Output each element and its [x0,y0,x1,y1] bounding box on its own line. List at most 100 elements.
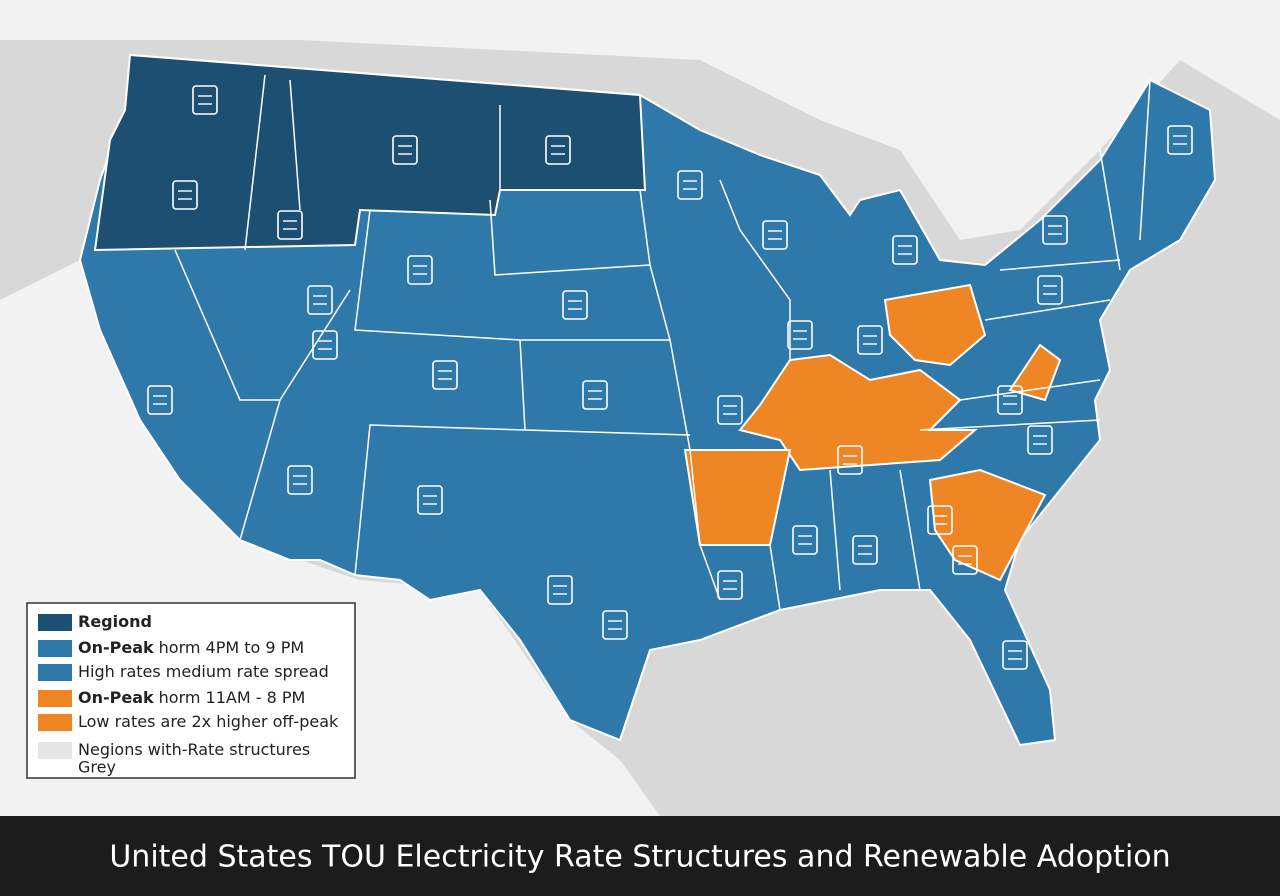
icon [1002,640,1028,670]
legend-swatch [38,614,72,631]
icon-frame [545,135,571,165]
icon [1167,125,1193,155]
icon [147,385,173,415]
legend-label: Low rates are 2x higher off-peak [78,712,339,731]
icon-frame [857,325,883,355]
legend-label-bold: On-Peak [78,638,154,657]
icon-frame [677,170,703,200]
icon [172,180,198,210]
icon-frame [547,575,573,605]
legend-label-text: Low rates are 2x higher off-peak [78,712,339,731]
icon-frame [192,85,218,115]
icon-frame [1002,640,1028,670]
legend-label-bold: On-Peak [78,688,154,707]
icon-frame [602,610,628,640]
legend-label-text: Negions with-Rate structures [78,740,310,759]
icon [407,255,433,285]
icon-frame [562,290,588,320]
icon [787,320,813,350]
icon [857,325,883,355]
icons [147,85,1193,670]
icon-frame [312,330,338,360]
legend-swatch [38,714,72,731]
icon [1042,215,1068,245]
icon [602,610,628,640]
icon [562,290,588,320]
icon-frame [852,535,878,565]
icon [432,360,458,390]
icon [582,380,608,410]
icon-frame [1167,125,1193,155]
icon-frame [172,180,198,210]
icon [717,395,743,425]
icon [307,285,333,315]
legend-label-bold: Regiond [78,612,152,631]
icon-frame [1042,215,1068,245]
icon [892,235,918,265]
legend-swatch [38,664,72,681]
legend-box [26,602,356,779]
legend-label: On-Peak horm 11AM - 8 PM [78,688,305,707]
icon-frame [792,525,818,555]
northwest-region [93,53,647,252]
icon-frame [787,320,813,350]
icon-frame [432,360,458,390]
icon [717,570,743,600]
legend: Regiond On-Peak horm 4PM to 9 PM High rates… [38,612,339,777]
legend-swatch [38,640,72,657]
icon [1027,425,1053,455]
icon-frame [582,380,608,410]
icon-frame [717,570,743,600]
legend-swatch [38,690,72,707]
icon-frame [147,385,173,415]
legend-label-line2: Grey [78,758,116,777]
legend-label: Negions with-Rate structures [78,740,310,759]
icon [762,220,788,250]
icon-frame [307,285,333,315]
icon [837,445,863,475]
icon-frame [837,445,863,475]
state-borders [174,74,1151,611]
icon [545,135,571,165]
state [883,283,987,367]
icon [952,545,978,575]
legend-label: High rates medium rate spread [78,662,329,681]
us-land [78,53,1217,747]
icon-frame [417,485,443,515]
legend-label-text: horm 4PM to 9 PM [159,638,304,657]
icon-frame [392,135,418,165]
legend-label: On-Peak horm 4PM to 9 PM [78,638,304,657]
icon-frame [287,465,313,495]
icon [852,535,878,565]
icon [1037,275,1063,305]
icon [192,85,218,115]
legend-label: Regiond [78,612,152,631]
icon [392,135,418,165]
title: United States TOU Electricity Rate Struc… [109,840,1170,875]
icon [997,385,1023,415]
icon [312,330,338,360]
state [1008,343,1062,402]
icon [287,465,313,495]
icon-frame [407,255,433,285]
canada [0,0,1280,240]
icon-frame [927,505,953,535]
icon-frame [892,235,918,265]
icon-frame [997,385,1023,415]
icon-frame [1037,275,1063,305]
icon [277,210,303,240]
icon [792,525,818,555]
title-bar [0,816,1280,896]
icon [417,485,443,515]
icon-frame [717,395,743,425]
icon-frame [762,220,788,250]
icon [547,575,573,605]
icon [677,170,703,200]
icon-frame [1027,425,1053,455]
legend-swatch [38,742,72,759]
state [928,468,1047,582]
icon-frame [952,545,978,575]
icon [927,505,953,535]
